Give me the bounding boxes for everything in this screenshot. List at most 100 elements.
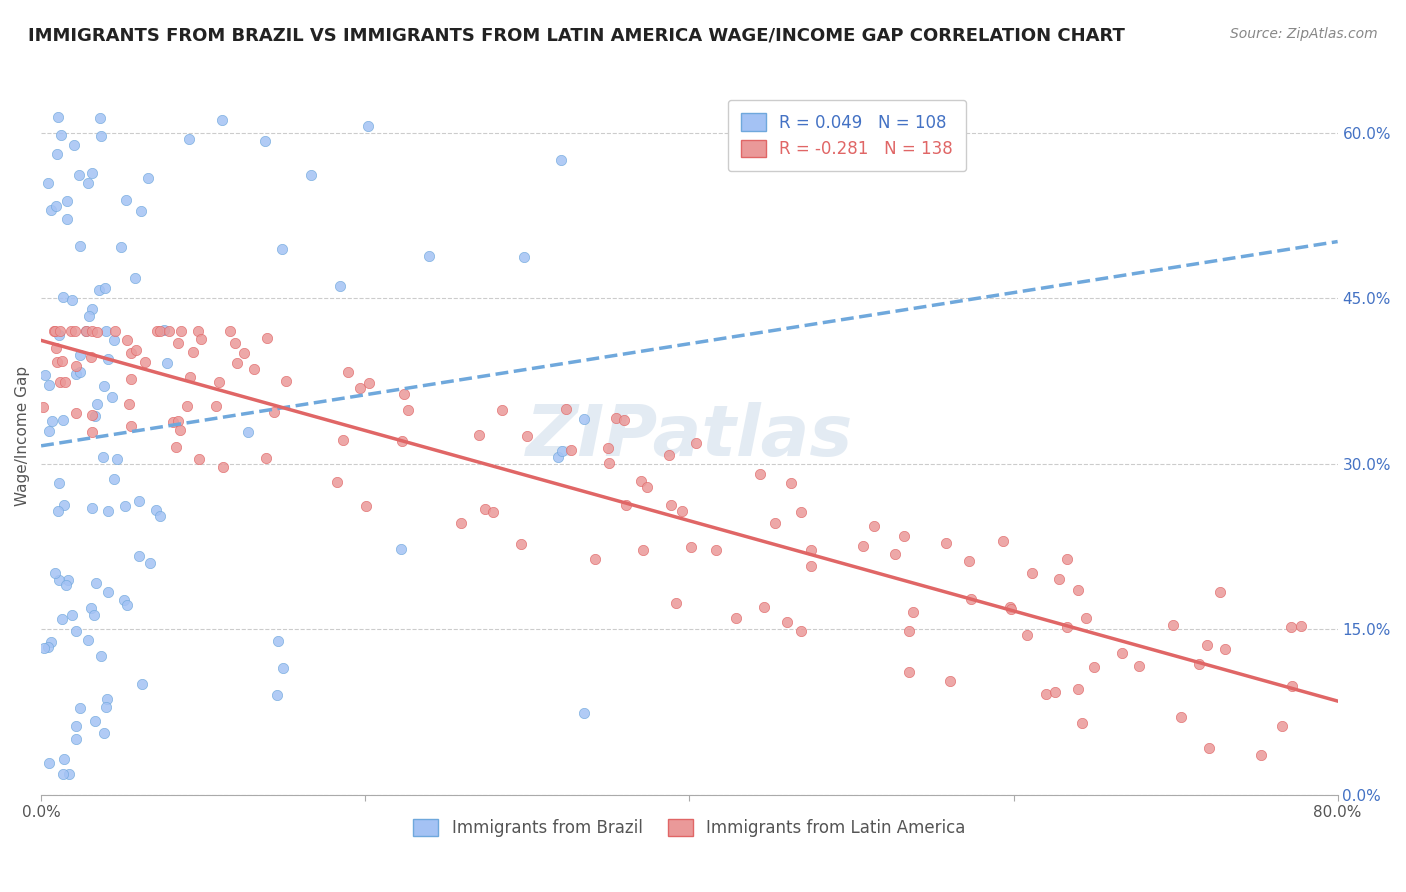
Point xyxy=(939,674,962,689)
Point xyxy=(52,498,75,512)
Point xyxy=(134,355,156,369)
Point xyxy=(1021,566,1043,580)
Point xyxy=(46,110,69,124)
Point xyxy=(354,499,377,513)
Point xyxy=(800,542,823,557)
Point xyxy=(1000,600,1022,615)
Point xyxy=(41,414,63,428)
Point xyxy=(90,648,112,663)
Point xyxy=(55,578,77,592)
Point xyxy=(38,424,60,438)
Point xyxy=(118,397,141,411)
Point xyxy=(1161,618,1184,632)
Point xyxy=(181,345,204,359)
Point xyxy=(224,336,246,351)
Point xyxy=(179,370,201,384)
Point xyxy=(1250,747,1272,762)
Point xyxy=(65,624,87,638)
Point xyxy=(187,451,209,466)
Point xyxy=(155,355,177,369)
Point xyxy=(75,324,97,338)
Point xyxy=(176,399,198,413)
Point xyxy=(65,367,87,381)
Point xyxy=(957,554,980,568)
Point xyxy=(780,476,803,491)
Point xyxy=(898,665,921,679)
Point xyxy=(596,441,619,455)
Point xyxy=(897,624,920,638)
Point xyxy=(243,362,266,376)
Point xyxy=(418,248,440,262)
Point xyxy=(45,342,67,356)
Point xyxy=(103,472,125,486)
Point xyxy=(271,242,294,256)
Point xyxy=(105,452,128,467)
Point xyxy=(60,607,83,622)
Point xyxy=(170,324,193,338)
Point xyxy=(38,378,60,392)
Point xyxy=(605,411,627,425)
Point xyxy=(80,408,103,422)
Point xyxy=(65,406,87,420)
Point xyxy=(128,549,150,564)
Point xyxy=(613,413,636,427)
Point xyxy=(37,176,59,190)
Point xyxy=(37,640,59,654)
Point xyxy=(82,302,104,317)
Point xyxy=(863,519,886,533)
Point xyxy=(149,509,172,524)
Point xyxy=(776,615,799,629)
Point xyxy=(263,405,285,419)
Point xyxy=(56,574,79,588)
Point xyxy=(44,324,66,338)
Point xyxy=(45,146,67,161)
Point xyxy=(58,767,80,781)
Point xyxy=(474,502,496,516)
Point xyxy=(96,691,118,706)
Point xyxy=(67,168,90,182)
Point xyxy=(104,324,127,338)
Point xyxy=(114,499,136,513)
Point xyxy=(80,350,103,364)
Point xyxy=(177,131,200,145)
Point xyxy=(167,414,190,428)
Point xyxy=(65,732,87,747)
Point xyxy=(893,529,915,543)
Point xyxy=(254,450,277,465)
Point xyxy=(52,412,75,426)
Point xyxy=(1170,710,1192,724)
Point xyxy=(62,138,84,153)
Point xyxy=(1111,646,1133,660)
Point xyxy=(157,324,180,338)
Point xyxy=(94,324,117,338)
Point xyxy=(329,278,352,293)
Point xyxy=(1056,552,1078,566)
Point xyxy=(125,343,148,358)
Point xyxy=(763,516,786,530)
Point xyxy=(83,607,105,622)
Point xyxy=(636,480,658,494)
Point xyxy=(60,293,83,308)
Point xyxy=(685,436,707,450)
Point xyxy=(48,327,70,342)
Point xyxy=(450,516,472,530)
Point xyxy=(790,624,813,639)
Point xyxy=(84,409,107,423)
Point xyxy=(39,634,62,648)
Point xyxy=(49,324,72,338)
Point xyxy=(59,324,82,338)
Point xyxy=(56,194,79,209)
Point xyxy=(94,281,117,295)
Point xyxy=(93,378,115,392)
Point xyxy=(76,632,98,647)
Point xyxy=(138,171,160,186)
Text: IMMIGRANTS FROM BRAZIL VS IMMIGRANTS FROM LATIN AMERICA WAGE/INCOME GAP CORRELAT: IMMIGRANTS FROM BRAZIL VS IMMIGRANTS FRO… xyxy=(28,27,1125,45)
Point xyxy=(560,442,582,457)
Point xyxy=(41,202,63,217)
Point xyxy=(659,499,682,513)
Point xyxy=(337,365,360,379)
Point xyxy=(1128,659,1150,673)
Y-axis label: Wage/Income Gap: Wage/Income Gap xyxy=(15,366,30,506)
Point xyxy=(800,558,823,573)
Point xyxy=(89,111,111,125)
